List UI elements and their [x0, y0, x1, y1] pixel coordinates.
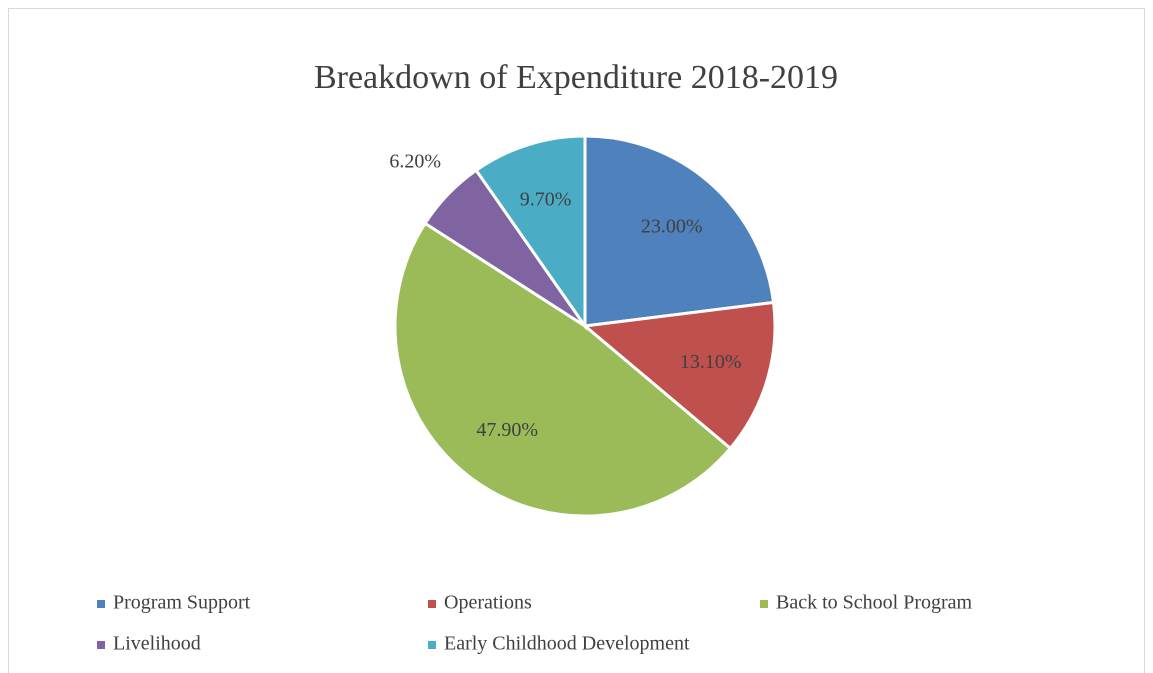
data-label: 47.90%	[476, 419, 538, 441]
legend-label: Operations	[444, 592, 532, 614]
chart-border	[8, 8, 1145, 673]
legend-label: Livelihood	[113, 633, 201, 655]
pie-slice	[474, 134, 587, 331]
data-label: 9.70%	[520, 189, 572, 211]
legend-label: Early Childhood Development	[444, 633, 690, 655]
legend-swatch	[428, 600, 436, 608]
data-label: 23.00%	[641, 215, 703, 237]
legend-label: Back to School Program	[776, 592, 973, 614]
data-label: 13.10%	[680, 351, 742, 373]
legend-swatch	[97, 641, 105, 649]
chart-title: Breakdown of Expenditure 2018-2019	[314, 59, 838, 96]
legend-swatch	[97, 600, 105, 608]
legend-label: Program Support	[113, 592, 251, 614]
pie-slice	[393, 221, 733, 518]
legend-swatch	[760, 600, 768, 608]
data-label: 6.20%	[389, 150, 441, 172]
legend-swatch	[428, 641, 436, 649]
pie-slice	[583, 134, 776, 328]
pie-slice	[581, 300, 777, 451]
